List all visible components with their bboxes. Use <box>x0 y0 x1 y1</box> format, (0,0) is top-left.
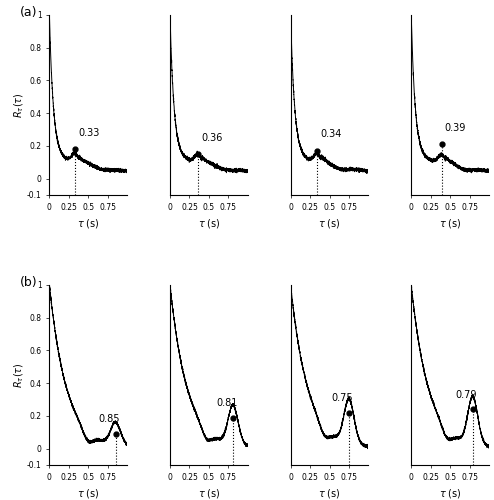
X-axis label: $\tau$ (s): $\tau$ (s) <box>439 217 461 230</box>
Text: 0.85: 0.85 <box>98 414 120 424</box>
Text: 0.33: 0.33 <box>78 128 100 138</box>
Text: 0.79: 0.79 <box>455 390 477 400</box>
X-axis label: $\tau$ (s): $\tau$ (s) <box>77 217 100 230</box>
Text: 0.75: 0.75 <box>332 393 354 403</box>
Text: (a): (a) <box>20 6 38 19</box>
X-axis label: $\tau$ (s): $\tau$ (s) <box>318 487 341 500</box>
X-axis label: $\tau$ (s): $\tau$ (s) <box>77 487 100 500</box>
Text: 0.39: 0.39 <box>445 123 466 133</box>
X-axis label: $\tau$ (s): $\tau$ (s) <box>439 487 461 500</box>
Text: 0.34: 0.34 <box>320 130 341 140</box>
X-axis label: $\tau$ (s): $\tau$ (s) <box>198 487 220 500</box>
X-axis label: $\tau$ (s): $\tau$ (s) <box>318 217 341 230</box>
Text: 0.81: 0.81 <box>216 398 237 407</box>
Text: 0.36: 0.36 <box>201 132 222 142</box>
X-axis label: $\tau$ (s): $\tau$ (s) <box>198 217 220 230</box>
Y-axis label: $R_\tau(\tau)$: $R_\tau(\tau)$ <box>12 362 26 388</box>
Y-axis label: $R_\tau(\tau)$: $R_\tau(\tau)$ <box>12 92 26 118</box>
Text: (b): (b) <box>20 276 38 289</box>
